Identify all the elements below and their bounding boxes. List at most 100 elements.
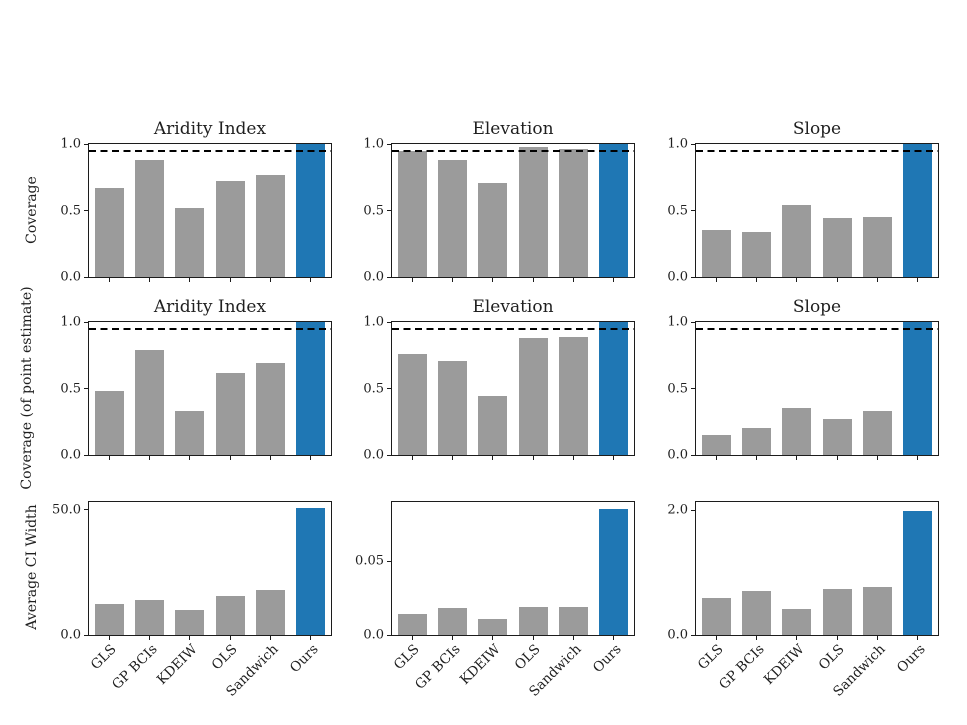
y-tick-label: 0.0 xyxy=(667,447,688,463)
y-tick-mark xyxy=(84,634,88,636)
nominal-coverage-line xyxy=(392,327,634,330)
x-tick-mark xyxy=(229,636,231,640)
x-tick-mark xyxy=(613,456,615,460)
x-tick-mark xyxy=(149,456,150,460)
y-tick-label: 0.0 xyxy=(60,269,81,285)
x-tick-mark xyxy=(108,278,110,282)
bar-sandwich xyxy=(558,336,588,455)
x-tick-mark xyxy=(452,456,453,460)
bar-ours xyxy=(296,507,326,635)
x-tick-mark xyxy=(756,636,757,640)
bar-gls xyxy=(397,614,427,635)
chart-title: Elevation xyxy=(472,119,554,139)
y-tick-mark xyxy=(84,210,88,211)
bar-ols xyxy=(518,146,548,277)
bars-group xyxy=(392,322,634,455)
bar-gls xyxy=(94,391,124,455)
y-tick-label: 2.0 xyxy=(667,502,688,518)
subplot-r2-c2: 0.0 2.0 GLS GP BCIs KDEIW OLS Sandwich Ours xyxy=(667,501,939,700)
y-tick-label: 0.5 xyxy=(60,381,81,396)
x-tick-mark xyxy=(796,636,798,640)
y-tick-label: 0.0 xyxy=(667,627,688,643)
x-tick-label-gls: GLS xyxy=(694,641,727,674)
x-tick-mark xyxy=(310,636,312,640)
bar-ours xyxy=(296,144,326,277)
y-tick-mark xyxy=(387,560,391,562)
y-tick-mark xyxy=(84,143,88,145)
y-tick-mark xyxy=(84,509,88,510)
y-tick-mark xyxy=(691,509,695,511)
x-tick-label-gls: GLS xyxy=(87,641,120,674)
y-tick-mark xyxy=(387,634,391,636)
bar-ols xyxy=(822,419,852,455)
bar-kdeiw xyxy=(782,205,812,277)
bar-gp-bcis xyxy=(741,231,771,277)
chart-title: Elevation xyxy=(472,297,554,317)
y-tick-mark xyxy=(691,276,695,278)
bar-ols xyxy=(518,606,548,635)
x-tick-mark xyxy=(108,636,110,640)
x-tick-mark xyxy=(108,456,110,460)
bar-sandwich xyxy=(255,174,285,277)
bar-gp-bcis xyxy=(437,608,467,635)
nominal-coverage-line xyxy=(89,149,331,152)
x-tick-mark xyxy=(715,636,717,640)
bar-sandwich xyxy=(255,589,285,635)
x-tick-mark xyxy=(613,636,615,640)
bar-kdeiw xyxy=(478,182,508,277)
bar-ols xyxy=(822,589,852,635)
chart-title: Slope xyxy=(792,297,842,317)
bar-gp-bcis xyxy=(134,349,164,455)
y-tick-mark xyxy=(691,388,695,389)
bars-group xyxy=(696,144,938,277)
y-tick-label: 0.5 xyxy=(363,381,384,396)
x-tick-mark xyxy=(877,456,878,460)
bar-ours xyxy=(903,322,933,455)
x-tick-mark xyxy=(492,278,494,282)
x-tick-mark xyxy=(573,456,574,460)
y-tick-label: 1.0 xyxy=(667,314,688,330)
y-tick-mark xyxy=(691,634,695,636)
x-tick-mark xyxy=(715,456,717,460)
bars-group xyxy=(89,322,331,455)
y-tick-mark xyxy=(387,276,391,278)
bar-ols xyxy=(215,181,245,277)
bars-group xyxy=(89,502,331,635)
x-tick-mark xyxy=(532,456,534,460)
bar-ours xyxy=(296,322,326,455)
x-tick-mark xyxy=(613,278,615,282)
bar-gp-bcis xyxy=(134,599,164,635)
bar-kdeiw xyxy=(478,618,508,635)
y-tick-label: 0.0 xyxy=(60,627,81,643)
x-tick-mark xyxy=(229,278,231,282)
y-tick-label: 0.05 xyxy=(355,553,384,569)
bar-gp-bcis xyxy=(437,360,467,455)
bar-ols xyxy=(215,596,245,635)
x-tick-mark xyxy=(189,456,191,460)
x-tick-mark xyxy=(532,636,534,640)
x-tick-mark xyxy=(756,456,757,460)
x-tick-mark xyxy=(796,456,798,460)
nominal-coverage-line xyxy=(89,327,331,330)
bar-gls xyxy=(397,353,427,455)
x-tick-mark xyxy=(836,278,838,282)
bar-gls xyxy=(701,598,731,635)
y-tick-mark xyxy=(691,210,695,211)
subplot-r2-c0: 0.0 50.0 GLS GP BCIs KDEIW OLS Sandwich Ours xyxy=(52,501,332,700)
bar-gp-bcis xyxy=(437,159,467,277)
y-tick-mark xyxy=(387,143,391,145)
y-tick-mark xyxy=(84,388,88,389)
bar-ours xyxy=(599,144,629,277)
subplot-r1-c2: Slope 0.0 0.5 1.0 xyxy=(667,297,939,462)
x-tick-mark xyxy=(877,636,878,640)
chart-title: Aridity Index xyxy=(153,119,267,139)
bar-ols xyxy=(215,372,245,455)
y-tick-label: 1.0 xyxy=(363,136,384,152)
bar-ours xyxy=(903,511,933,635)
y-tick-mark xyxy=(84,276,88,278)
subplot-r0-c1: Elevation 0.0 0.5 1.0 xyxy=(363,119,635,284)
bar-gls xyxy=(94,187,124,277)
bar-sandwich xyxy=(558,149,588,277)
